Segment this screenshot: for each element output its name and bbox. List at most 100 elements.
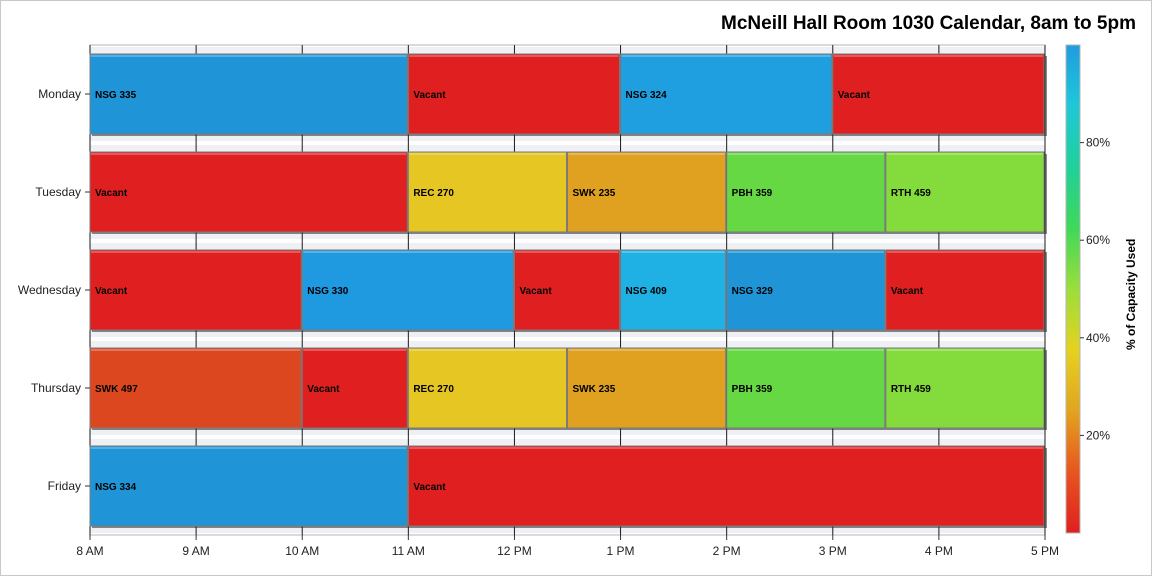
event-bar-group: Vacant <box>513 249 623 332</box>
event-label: SWK 235 <box>573 384 616 395</box>
event-bar <box>832 53 1045 135</box>
event-bar-highlight <box>303 349 407 351</box>
event-label: SWK 497 <box>95 384 138 395</box>
event-bar <box>407 53 621 135</box>
event-label: SWK 235 <box>573 188 616 199</box>
event-bar <box>89 53 408 135</box>
event-bar-group: RTH 459 <box>885 347 1047 430</box>
event-bar-group: NSG 324 <box>620 53 835 136</box>
event-bar <box>726 151 886 233</box>
event-bar-group: NSG 334 <box>89 445 411 528</box>
bar-layer: NSG 335 Vacant NSG 324 Vacant Vacant REC 270 S… <box>89 53 1047 528</box>
event-bar-group: Vacant <box>89 249 305 332</box>
x-tick-label: 2 PM <box>713 544 741 558</box>
event-bar <box>885 151 1045 233</box>
event-bar <box>567 151 727 233</box>
x-tick-label: 9 AM <box>182 544 209 558</box>
event-bar <box>726 347 886 429</box>
x-tick-label: 4 PM <box>925 544 953 558</box>
row-band-top <box>90 341 1045 349</box>
event-label: Vacant <box>413 482 446 493</box>
row-band-top <box>90 145 1045 153</box>
event-label: Vacant <box>519 286 552 297</box>
x-tick-label: 8 AM <box>76 544 103 558</box>
event-label: RTH 459 <box>891 384 931 395</box>
axis-layer: Monday Tuesday Wednesday Thursday Friday 8 AM… <box>18 87 1059 558</box>
event-label: Vacant <box>838 90 871 101</box>
event-bar <box>407 151 568 233</box>
event-label: REC 270 <box>413 384 454 395</box>
event-bar <box>89 347 302 429</box>
row-band-top <box>90 439 1045 447</box>
event-bar <box>407 347 568 429</box>
event-label: Vacant <box>95 188 128 199</box>
row-band-top <box>90 47 1045 55</box>
event-bar <box>620 249 727 331</box>
event-bar-highlight <box>568 349 725 351</box>
event-label: Vacant <box>413 90 446 101</box>
event-bar-highlight <box>91 447 407 449</box>
event-bar-highlight <box>886 153 1043 155</box>
colorbar-tick-label: 80% <box>1086 136 1110 150</box>
event-label: NSG 335 <box>95 90 137 101</box>
event-bar-highlight <box>727 251 884 253</box>
event-bar-highlight <box>409 55 619 57</box>
row-band-bottom <box>90 427 1045 435</box>
event-bar-highlight <box>515 251 619 253</box>
event-bar-group: NSG 335 <box>89 53 411 136</box>
colorbar-layer: 20% 40% 60% 80% <box>1065 44 1110 534</box>
x-tick-label: 3 PM <box>819 544 847 558</box>
event-bar-highlight <box>409 153 566 155</box>
x-tick-label: 10 AM <box>285 544 319 558</box>
event-bar-group: Vacant <box>89 151 411 234</box>
event-bar <box>885 347 1045 429</box>
event-label: NSG 409 <box>626 286 668 297</box>
event-bar-highlight <box>303 251 513 253</box>
event-label: NSG 330 <box>307 286 349 297</box>
event-label: RTH 459 <box>891 188 931 199</box>
event-bar <box>301 249 514 331</box>
event-bar-group: NSG 329 <box>726 249 888 332</box>
event-bar-group: SWK 235 <box>567 347 729 430</box>
y-tick-label: Tuesday <box>35 185 81 199</box>
event-bar-highlight <box>91 251 301 253</box>
x-tick-label: 11 AM <box>392 544 425 558</box>
event-bar-highlight <box>91 349 301 351</box>
event-bar-group: Vacant <box>885 249 1047 332</box>
x-tick-label: 5 PM <box>1031 544 1059 558</box>
event-bar-highlight <box>621 251 725 253</box>
event-bar-highlight <box>727 349 884 351</box>
event-bar-highlight <box>409 349 566 351</box>
event-label: NSG 324 <box>626 90 668 101</box>
event-label: NSG 334 <box>95 482 137 493</box>
colorbar-tick-label: 40% <box>1086 331 1110 345</box>
event-label: PBH 359 <box>732 188 773 199</box>
event-bar-group: PBH 359 <box>726 151 888 234</box>
event-bar <box>89 151 408 233</box>
event-bar-highlight <box>568 153 725 155</box>
row-band-top <box>90 243 1045 251</box>
event-bar <box>513 249 621 331</box>
event-bar <box>885 249 1045 331</box>
row-band-bottom <box>90 525 1045 533</box>
event-label: REC 270 <box>413 188 454 199</box>
event-bar-highlight <box>727 153 884 155</box>
event-bar-group: SWK 235 <box>567 151 729 234</box>
x-tick-label: 12 PM <box>497 544 532 558</box>
event-bar-group: Vacant <box>832 53 1047 136</box>
event-bar <box>567 347 727 429</box>
event-bar-highlight <box>886 251 1043 253</box>
event-bar-highlight <box>91 153 407 155</box>
event-bar <box>89 445 408 527</box>
y-tick-label: Monday <box>38 87 81 101</box>
row-band-bottom <box>90 231 1045 239</box>
event-bar-group: Vacant <box>301 347 411 430</box>
event-bar-highlight <box>833 55 1043 57</box>
event-bar-group: NSG 330 <box>301 249 517 332</box>
event-bar-highlight <box>621 55 831 57</box>
row-band-bottom <box>90 133 1045 141</box>
event-bar <box>407 445 1045 527</box>
event-bar-group: Vacant <box>407 53 623 136</box>
y-tick-label: Wednesday <box>18 283 81 297</box>
